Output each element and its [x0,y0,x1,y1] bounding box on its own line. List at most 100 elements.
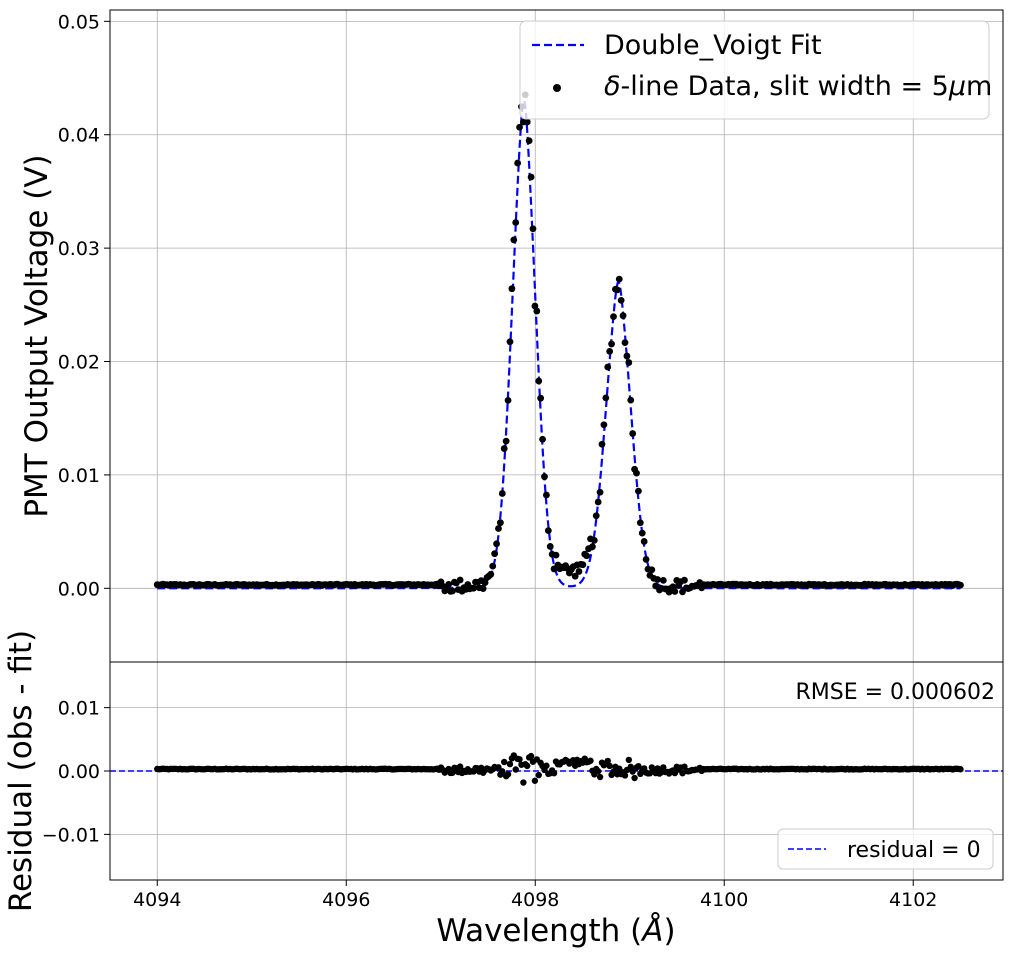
data-point [500,445,508,452]
data-point [633,469,640,477]
residual-y-tick-label: −0.01 [42,824,100,846]
legend-data-label: δ-line Data, slit width = 5μm [604,71,992,102]
residual-point [520,779,527,786]
data-point [654,576,661,583]
data-point [648,566,656,574]
data-point [590,537,598,544]
data-point [487,570,495,578]
main-panel: 0.00 0.01 0.02 0.03 0.04 0.05 PMT Output Volt… [19,9,1004,663]
data-point [636,519,644,527]
residual-point [543,762,550,769]
residual-point [596,773,604,781]
main-y-ticks: 0.00 0.01 0.02 0.03 0.04 0.05 [58,11,110,600]
data-point [523,118,531,126]
data-point [621,339,629,347]
residual-point [625,756,633,764]
residual-point [531,777,539,784]
data-point [525,137,533,145]
data-point [671,588,679,595]
residual-point [524,762,531,770]
data-point [642,556,650,563]
legend-fit-label: Double_Voigt Fit [604,30,822,61]
residual-y-axis-label: Residual (obs - fit) [3,630,39,912]
main-y-tick-label: 0.00 [58,578,100,600]
data-point [495,525,502,532]
data-point [613,286,621,294]
data-point [445,581,453,588]
x-axis-label-close: ) [663,913,675,949]
data-point [606,347,614,355]
main-y-axis-label: PMT Output Voltage (V) [19,154,55,517]
data-point [456,576,464,584]
data-point [529,225,537,233]
residual-y-tick-label: 0.01 [58,698,100,720]
data-point [604,363,612,371]
data-point [617,296,625,304]
residual-point [604,757,611,765]
legend-data-label-math: δ [604,71,621,102]
data-point [496,519,504,527]
data-point [589,543,596,551]
residual-panel: −0.01 0.00 0.01 4094 4096 4098 4100 4102 Resid… [3,630,1004,949]
residual-x-ticks: 4094 4096 4098 4100 4102 [133,880,937,911]
main-y-tick-label: 0.02 [58,352,100,374]
residual-point [456,763,464,770]
data-point [546,543,554,550]
data-point [544,527,552,535]
data-point [543,491,550,499]
data-point [533,307,541,315]
residual-point [527,752,535,760]
residual-point [550,770,558,777]
data-point [659,576,667,584]
data-point [627,396,635,404]
data-point [512,219,520,226]
residual-point [629,768,636,775]
residual-y-ticks: −0.01 0.00 0.01 [42,698,110,846]
data-point [957,581,964,589]
legend-data-marker [553,84,561,92]
data-point [594,498,602,506]
data-point [602,394,610,402]
data-point [502,437,510,445]
data-point [615,275,623,283]
data-point [527,173,535,181]
legend-data-label-unit-math: μ [948,71,966,102]
data-point [449,587,456,595]
residual-point [499,768,506,775]
legend-data-label-unit: m [966,71,992,102]
x-tick-label: 4102 [889,889,937,911]
data-point [504,396,512,404]
residual-point [504,771,512,778]
data-point [535,377,543,385]
residual-y-tick-label: 0.00 [58,761,100,783]
data-point [610,313,617,321]
data-point [489,562,497,570]
data-point [571,572,579,580]
legend-data-label-text: -line Data, slit width = 5 [621,71,949,102]
residual-legend: residual = 0 [777,828,994,870]
data-point [470,584,477,592]
data-point [600,421,608,429]
x-axis-label: Wavelength (Å) [436,913,675,949]
residual-point [594,768,602,775]
data-point [681,576,688,584]
residual-point [512,766,519,773]
x-tick-label: 4094 [133,889,181,911]
residual-point [635,763,642,770]
rmse-annotation: RMSE = 0.000602 [795,680,995,705]
data-point [506,338,514,346]
residual-point [506,760,514,768]
x-tick-label: 4096 [322,889,370,911]
data-point [629,430,637,437]
legend-residual-label: residual = 0 [847,838,981,863]
data-point [592,512,600,520]
data-point [552,551,560,559]
data-point [635,487,642,495]
data-point [625,359,633,366]
data-point [638,529,646,537]
x-tick-label: 4100 [700,889,748,911]
residual-point [449,769,456,776]
data-point [516,123,523,131]
